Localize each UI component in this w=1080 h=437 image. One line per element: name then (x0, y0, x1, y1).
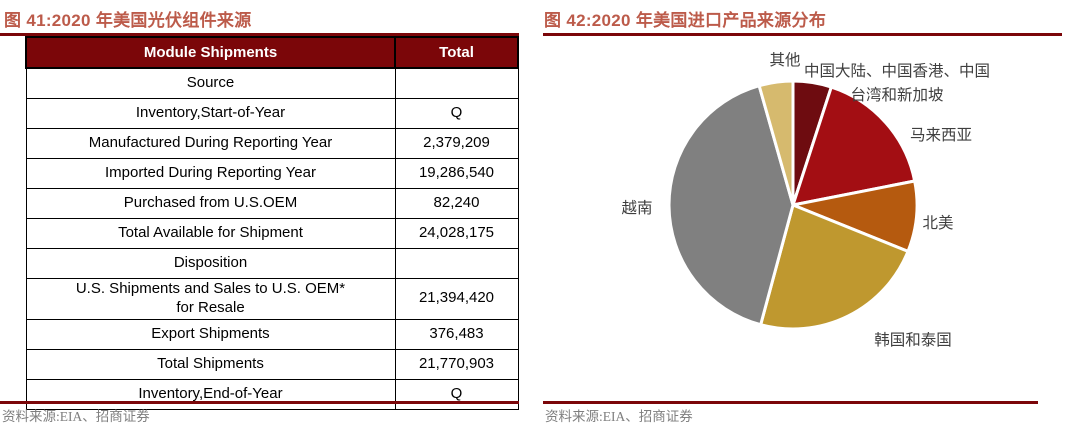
pie-label-vietnam: 越南 (621, 200, 653, 217)
table-header-row: Module Shipments Total (25, 36, 519, 69)
row-label-cell: Total Available for Shipment (25, 218, 396, 249)
pie-label-china: 中国大陆、中国香港、中国台湾和新加坡 (803, 63, 990, 104)
table-row: Inventory,End-of-Year Q (25, 378, 519, 410)
row-label-cell: Disposition (25, 248, 396, 279)
row-label-cell: Inventory,End-of-Year (25, 378, 396, 410)
figure42-source: 资料来源:EIA、招商证券 (545, 409, 693, 424)
table-row: Imported During Reporting Year 19,286,540 (25, 158, 519, 189)
shipments-table-body: Source Inventory,Start-of-Year Q Manufactur… (25, 67, 519, 410)
column-header-total: Total (394, 36, 519, 69)
row-value-cell: 24,028,175 (394, 218, 519, 249)
table-row: Purchased from U.S.OEM 82,240 (25, 188, 519, 219)
pie-label-other: 其他 (769, 52, 801, 69)
pie-slice-4 (667, 84, 795, 327)
figure41-bottom-rule (0, 401, 519, 404)
row-value-cell: 21,770,903 (394, 348, 519, 380)
row-label-cell: Imported During Reporting Year (25, 158, 396, 189)
row-value-cell: 2,379,209 (394, 128, 519, 159)
row-label-cell: Purchased from U.S.OEM (25, 188, 396, 219)
table-row: Export Shipments 376,483 (25, 318, 519, 350)
row-value-cell: 21,394,420 (394, 278, 519, 320)
row-label-cell: Export Shipments (25, 318, 396, 350)
table-row: Inventory,Start-of-Year Q (25, 98, 519, 129)
table-row: Disposition (25, 248, 519, 279)
row-value-cell (394, 67, 519, 99)
pie-label-malaysia: 马来西亚 (909, 127, 972, 144)
table-row: Total Available for Shipment 24,028,175 (25, 218, 519, 249)
module-shipments-table: Module Shipments Total Source Inventory,S… (25, 36, 519, 410)
row-label-cell: Total Shipments (25, 348, 396, 380)
figure42-title: 图 42:2020 年美国进口产品来源分布 (544, 11, 827, 30)
table-row: Source (25, 67, 519, 99)
row-value-cell (394, 248, 519, 279)
figure42-title-underline (543, 33, 1062, 36)
figure41-title-underline (0, 33, 519, 36)
pie-label-korea-thailand: 韩国和泰国 (874, 332, 952, 349)
table-header: Module Shipments Total (25, 36, 519, 69)
pie-slice-5 (757, 79, 795, 207)
figure41-title: 图 41:2020 年美国光伏组件来源 (4, 11, 252, 30)
column-header-module-shipments: Module Shipments (25, 36, 396, 69)
row-value-cell: Q (394, 98, 519, 129)
row-value-cell: 376,483 (394, 318, 519, 350)
row-label-cell: Source (25, 67, 396, 99)
table-row: Manufactured During Reporting Year 2,379,… (25, 128, 519, 159)
figure42-bottom-rule (543, 401, 1038, 404)
pie-chart (667, 79, 919, 331)
row-value-cell: Q (394, 378, 519, 410)
table-row: Total Shipments 21,770,903 (25, 348, 519, 380)
row-label-cell: U.S. Shipments and Sales to U.S. OEM* fo… (25, 278, 396, 320)
pie-label-north-america: 北美 (922, 215, 954, 232)
pie-slice-3 (759, 203, 910, 331)
pie-slice-1 (791, 85, 917, 207)
table-row: U.S. Shipments and Sales to U.S. OEM* fo… (25, 278, 519, 320)
row-value-cell: 19,286,540 (394, 158, 519, 189)
row-label-cell: Manufactured During Reporting Year (25, 128, 396, 159)
row-value-cell: 82,240 (394, 188, 519, 219)
figure41-source: 资料来源:EIA、招商证券 (2, 409, 150, 424)
row-label-cell: Inventory,Start-of-Year (25, 98, 396, 129)
